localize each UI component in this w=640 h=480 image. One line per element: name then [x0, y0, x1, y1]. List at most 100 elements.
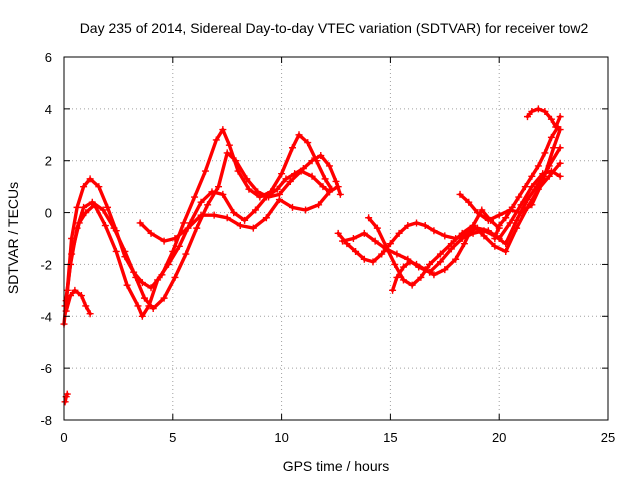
data-point-marker	[484, 216, 492, 224]
series-track-4	[136, 183, 342, 245]
data-point-marker	[197, 198, 205, 206]
data-point-marker	[528, 107, 536, 115]
data-point-marker	[141, 294, 149, 302]
data-point-marker	[214, 183, 222, 191]
y-tick-label: -8	[40, 413, 52, 428]
data-point-marker	[86, 175, 94, 183]
data-point-marker	[121, 247, 129, 255]
data-point-marker	[339, 237, 347, 245]
data-point-marker	[241, 216, 249, 224]
data-point-marker	[138, 279, 146, 287]
data-point-marker	[556, 172, 564, 180]
data-point-marker	[262, 193, 270, 201]
data-point-marker	[534, 105, 542, 113]
y-tick-label: 0	[45, 206, 52, 221]
data-point-marker	[495, 211, 503, 219]
x-tick-label: 0	[60, 430, 67, 445]
data-point-marker	[308, 157, 316, 165]
data-point-marker	[508, 203, 516, 211]
series-track-6	[61, 390, 71, 406]
y-tick-label: 4	[45, 102, 52, 117]
data-point-marker	[245, 185, 253, 193]
data-point-marker	[441, 232, 449, 240]
data-point-marker	[523, 113, 531, 121]
data-point-marker	[334, 229, 342, 237]
data-point-marker	[506, 219, 514, 227]
data-point-marker	[149, 305, 157, 313]
data-point-marker	[315, 201, 323, 209]
data-point-marker	[86, 310, 94, 318]
data-point-marker	[61, 398, 69, 406]
chart-title: Day 235 of 2014, Sidereal Day-to-day VTE…	[80, 20, 589, 36]
y-tick-label: 2	[45, 154, 52, 169]
series-line	[63, 151, 332, 311]
data-point-marker	[545, 172, 553, 180]
data-point-marker	[517, 209, 525, 217]
data-point-marker	[421, 266, 429, 274]
grid	[64, 57, 608, 420]
data-point-marker	[491, 235, 499, 242]
series-track-9	[365, 159, 564, 289]
data-point-marker	[288, 203, 296, 211]
data-point-marker	[147, 229, 155, 237]
data-point-marker	[77, 292, 85, 300]
data-point-marker	[480, 232, 488, 240]
data-point-marker	[175, 242, 183, 250]
data-point-marker	[325, 188, 333, 196]
data-point-marker	[302, 206, 310, 214]
data-point-marker	[197, 211, 205, 219]
data-point-marker	[460, 240, 468, 248]
data-point-marker	[291, 170, 299, 178]
data-point-marker	[95, 183, 103, 191]
data-point-marker	[447, 240, 455, 248]
data-point-marker	[275, 196, 283, 204]
data-point-marker	[371, 237, 379, 245]
data-point-marker	[554, 123, 562, 131]
data-point-marker	[104, 203, 112, 211]
data-point-marker	[528, 172, 536, 180]
data-point-marker	[406, 258, 414, 266]
data-point-marker	[395, 229, 403, 237]
data-point-marker	[373, 224, 381, 232]
x-axis-label: GPS time / hours	[283, 458, 390, 474]
y-tick-label: -2	[40, 257, 52, 272]
data-point-marker	[360, 255, 368, 263]
data-point-marker	[352, 247, 360, 255]
data-point-marker	[286, 177, 294, 185]
data-point-marker	[171, 273, 179, 281]
data-point-marker	[495, 222, 503, 230]
data-point-marker	[334, 183, 342, 191]
data-point-marker	[63, 390, 71, 398]
data-point-marker	[491, 242, 499, 250]
data-point-marker	[132, 273, 140, 281]
data-point-marker	[112, 247, 120, 255]
data-point-marker	[413, 219, 421, 227]
axis-ticks: 0 5 10 15 20 25 -8 -6 -4 -2 0 2 4 6	[40, 50, 615, 445]
data-point-marker	[219, 126, 227, 134]
data-point-marker	[232, 157, 240, 165]
data-point-marker	[547, 133, 555, 141]
y-tick-label: -4	[40, 309, 52, 324]
data-point-marker	[550, 144, 558, 152]
data-point-marker	[391, 260, 399, 268]
data-point-marker	[430, 227, 438, 235]
series-line	[366, 161, 562, 287]
x-tick-label: 5	[169, 430, 176, 445]
data-point-marker	[541, 107, 549, 115]
data-point-marker	[299, 164, 307, 172]
data-point-marker	[251, 206, 259, 214]
data-point-marker	[278, 170, 286, 178]
data-point-marker	[204, 201, 212, 209]
data-point-marker	[393, 273, 401, 281]
data-point-marker	[154, 276, 162, 284]
data-point-marker	[99, 206, 107, 214]
data-point-marker	[378, 250, 386, 258]
x-tick-label: 15	[383, 430, 397, 445]
data-point-marker	[282, 175, 290, 183]
data-point-marker	[193, 224, 201, 232]
data-point-marker	[308, 172, 316, 180]
series-line	[64, 288, 92, 316]
data-point-marker	[164, 260, 172, 268]
data-point-marker	[369, 258, 377, 266]
data-point-marker	[413, 260, 421, 268]
